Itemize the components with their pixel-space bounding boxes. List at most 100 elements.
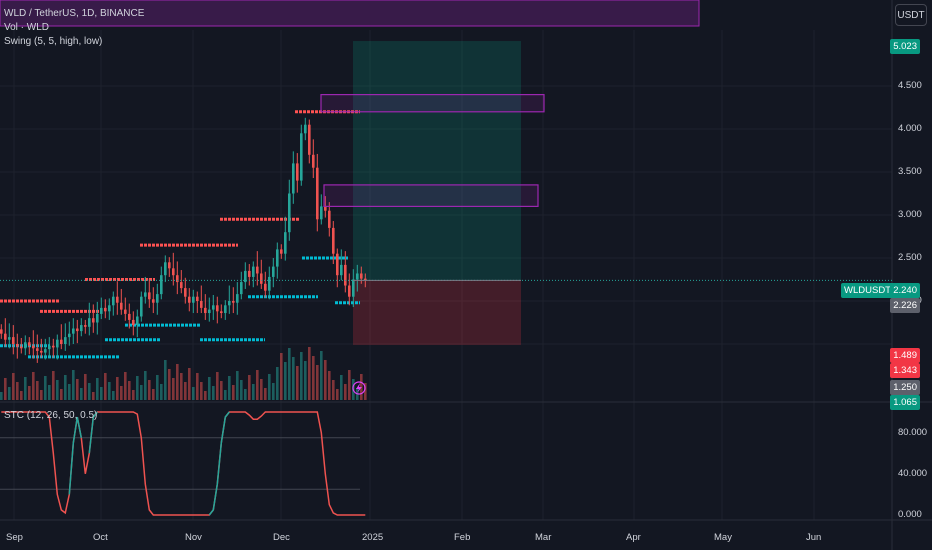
candle-body [292,163,295,194]
volume-indicator-label[interactable]: Vol · WLD [4,22,50,33]
price-badge: 2.226 [890,298,920,313]
volume-bar [348,370,351,400]
time-tick: Apr [626,532,641,543]
legend: WLD / TetherUS, 1D, BINANCE Vol · WLD Sw… [4,8,144,50]
candle-body [128,313,131,320]
candle-body [284,232,287,254]
volume-bar [248,375,251,400]
volume-bar [324,360,327,400]
volume-bar [320,351,323,400]
stc-line-rising [88,411,98,454]
top-supply-zone [0,0,700,27]
candle-body [80,325,83,332]
volume-bar [80,388,83,400]
volume-bar [268,374,271,400]
candle-body [20,346,23,349]
candle-body [160,275,163,295]
price-badge: 1.343 [890,363,920,378]
candle-body [192,296,195,303]
volume-bar [364,383,367,400]
candle-body [364,278,367,281]
volume-bar [124,372,127,400]
candle-body [312,154,315,168]
price-badge: 1.489 [890,348,920,363]
currency-button[interactable]: USDT [895,4,927,26]
volume-bar [8,387,11,400]
volume-bar [84,374,87,400]
volume-bar [116,377,119,400]
stc-line [1,411,366,516]
candle-body [32,345,35,349]
stc-line-rising [208,411,230,516]
volume-bar [340,375,343,400]
candle-body [340,264,343,276]
volume-bar [220,381,223,400]
candle-body [100,307,103,314]
candle-body [168,262,171,269]
volume-bar [176,364,179,400]
volume-bar [308,347,311,400]
stc-tick: 40.000 [898,467,928,479]
volume-bar [56,380,59,400]
candle-body [36,348,39,351]
volume-bar [280,353,283,400]
volume-bar [336,389,339,400]
volume-bar [196,373,199,400]
candle-body [72,328,75,334]
candle-body [208,309,211,314]
candle-body [236,294,239,303]
candle-body [96,313,99,323]
volume-bar [52,371,55,400]
volume-bar [140,385,143,400]
supply-zone [323,184,539,207]
volume-bar [344,384,347,400]
candle-body [84,325,87,327]
candle-body [188,296,191,303]
candle-body [52,345,55,348]
candle-body [232,301,235,303]
volume-bar [136,376,139,400]
candle-body [328,210,331,228]
time-tick: Feb [454,532,471,543]
volume-bar [172,378,175,400]
lightning-icon [352,381,366,395]
volume-bar [304,361,307,400]
volume-bar [232,385,235,400]
volume-bar [144,371,147,400]
candle-body [272,266,275,277]
candle-body [180,282,183,289]
volume-bar [192,387,195,400]
volume-bar [104,373,107,400]
candle-body [112,296,115,306]
time-tick: 2025 [362,532,384,543]
volume-bar [276,367,279,400]
candle-body [28,342,31,346]
price-tick: 2.500 [898,252,922,263]
candle-body [248,270,251,277]
symbol-title[interactable]: WLD / TetherUS, 1D, BINANCE [4,8,145,19]
volume-bar [36,381,39,400]
volume-bar [72,370,75,400]
candle-body [120,302,123,310]
volume-bar [100,387,103,400]
volume-bar [156,375,159,400]
swing-indicator-label[interactable]: Swing (5, 5, high, low) [4,36,103,47]
candle-body [308,124,311,155]
candle-body [244,270,247,283]
candle-body [320,206,323,220]
time-tick: Mar [535,532,552,543]
stc-indicator-label[interactable]: STC (12, 26, 50, 0.5) [4,410,98,421]
candle-body [240,282,243,295]
volume-bar [68,384,71,400]
volume-bar [332,380,335,400]
time-tick: Oct [93,532,108,543]
volume-bar [296,366,299,400]
candle-body [300,133,303,181]
volume-bar [148,380,151,400]
position-target-area [353,41,521,281]
candle-body [220,311,223,314]
candle-body [304,124,307,134]
volume-bar [132,390,135,400]
lightning-icon [356,383,362,393]
